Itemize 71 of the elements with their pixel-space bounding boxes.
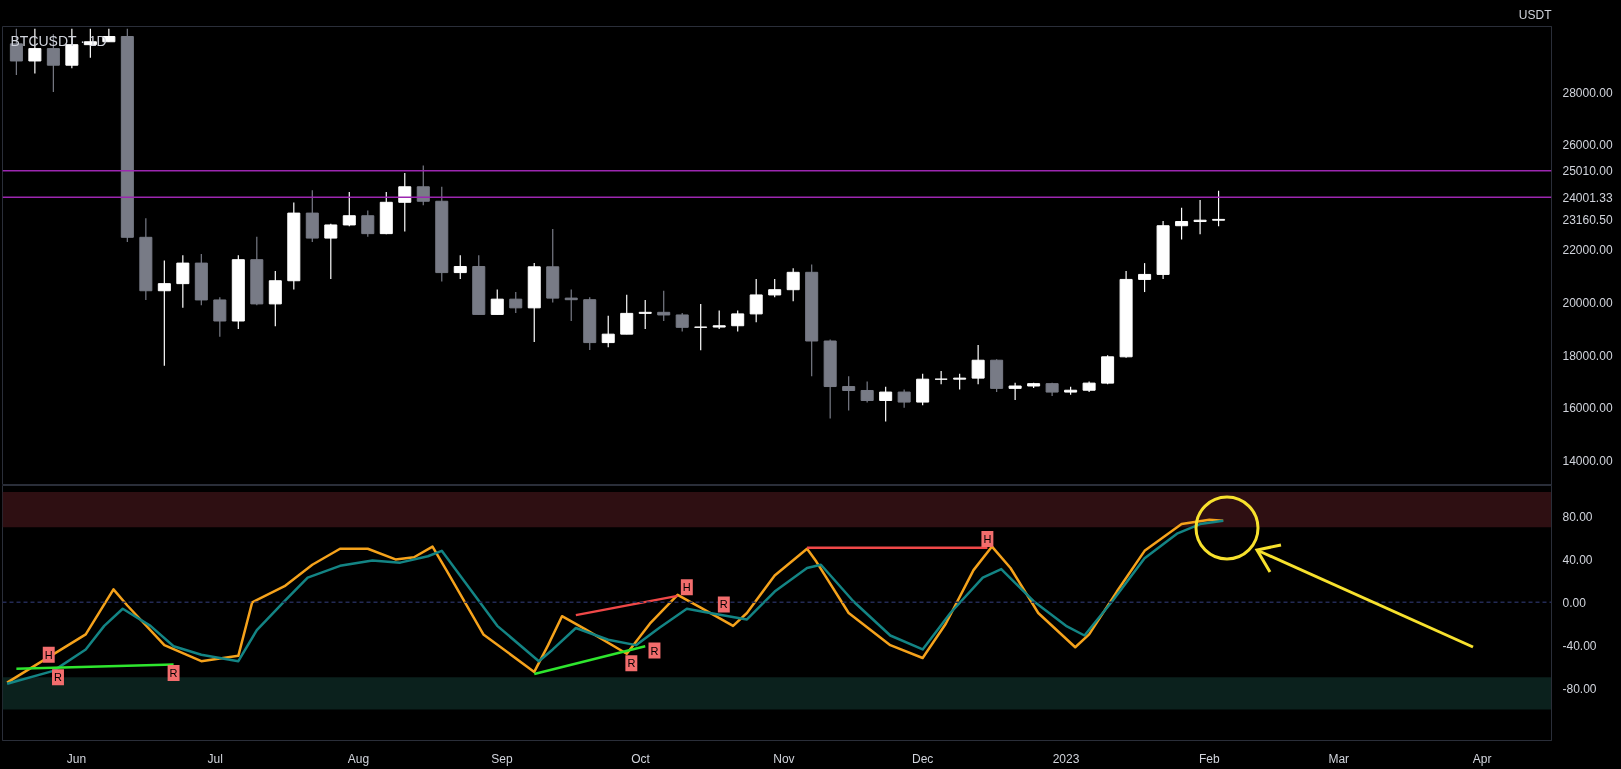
candlestick (1138, 262, 1152, 293)
candlestick (324, 223, 338, 280)
y-tick-label: 80.00 (1562, 510, 1593, 525)
annotation: H (44, 648, 53, 661)
x-tick-label: Mar (1328, 751, 1350, 766)
candlestick (842, 375, 856, 412)
candlestick (860, 380, 874, 404)
y-tick-label: 28000.00 (1562, 85, 1613, 100)
candlestick (897, 388, 911, 409)
x-tick-label: Apr (1472, 751, 1492, 766)
y-tick-label: 16000.00 (1562, 401, 1613, 416)
candlestick (1212, 190, 1226, 227)
y-tick-label: 23160.50 (1562, 212, 1613, 227)
candlestick (675, 312, 689, 333)
y-tick-label: 26000.00 (1562, 138, 1613, 153)
annotation: H (983, 533, 992, 546)
candlestick (749, 278, 763, 323)
candlestick (768, 278, 782, 298)
x-tick-label: Feb (1198, 751, 1220, 766)
y-tick-label: 20000.00 (1562, 296, 1613, 311)
candlestick (176, 254, 190, 309)
candlestick (490, 288, 504, 316)
candlestick (342, 191, 356, 227)
candlestick (916, 373, 930, 406)
candlestick (416, 164, 430, 206)
y-tick-label: 18000.00 (1562, 348, 1613, 363)
annotation: R (169, 667, 178, 679)
x-tick-label: 2023 (1052, 751, 1080, 766)
candlestick (398, 172, 412, 233)
text: USDT (1518, 7, 1553, 22)
ref-line-label: 24001.33 (1562, 190, 1613, 205)
candlestick (361, 209, 375, 238)
y-tick-label: 14000.00 (1562, 454, 1613, 468)
y-tick-label: -40.00 (1562, 638, 1597, 653)
candlestick (638, 299, 652, 330)
annotation: R (719, 598, 728, 611)
candlestick (268, 270, 282, 327)
x-tick-label: Nov (773, 751, 795, 766)
candlestick (453, 254, 467, 280)
candlestick (1175, 207, 1189, 241)
y-tick-label: -80.00 (1562, 681, 1597, 696)
candlestick (731, 309, 745, 333)
candlestick (564, 288, 578, 322)
candlestick (934, 370, 948, 385)
candlestick (694, 303, 708, 351)
candlestick (1193, 199, 1207, 235)
candlestick (620, 294, 634, 335)
candlestick (213, 296, 227, 338)
annotation: H (682, 581, 691, 594)
candlestick (1008, 382, 1022, 401)
candlestick (971, 344, 985, 385)
candlestick (712, 309, 726, 330)
y-tick-label: 22000.00 (1562, 243, 1613, 258)
candlestick (157, 259, 171, 367)
candlestick (879, 386, 893, 423)
x-tick-label: Oct (631, 751, 651, 766)
candlestick (657, 290, 671, 322)
x-tick-label: Jul (207, 751, 223, 766)
x-tick-label: Jun (66, 751, 87, 766)
annotation: R (627, 657, 636, 670)
x-tick-label: Sep (491, 751, 513, 766)
candlestick (509, 291, 523, 314)
x-tick-label: Aug (347, 751, 370, 766)
annotation: R (54, 671, 63, 684)
candlestick (786, 267, 800, 302)
annotation: R (650, 644, 659, 657)
y-tick-label: 40.00 (1562, 552, 1593, 567)
candlestick (601, 315, 615, 348)
x-tick-label: Dec (911, 751, 934, 766)
y-tick-label: 0.00 (1562, 595, 1587, 610)
ref-line-label: 25010.00 (1562, 164, 1613, 179)
